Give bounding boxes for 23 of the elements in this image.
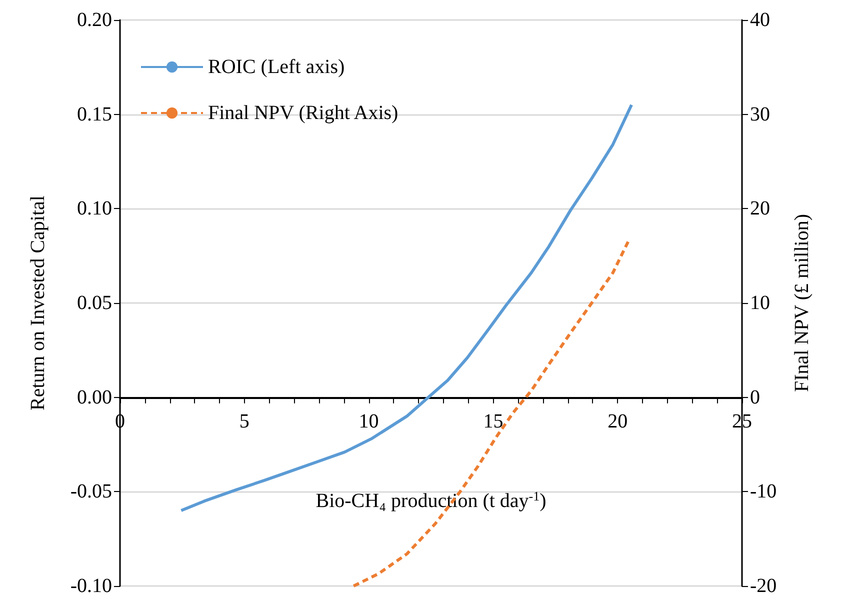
y-axis-title: Return on Invested Capital <box>27 195 49 410</box>
line-series <box>180 103 634 512</box>
x-tick-label: 20 <box>608 410 628 432</box>
x-tick-label: 5 <box>239 410 250 432</box>
legend-label: Final NPV (Right Axis) <box>208 102 398 124</box>
y2-tick-label: 0 <box>750 386 760 408</box>
y-tick-label: -0.10 <box>70 575 112 597</box>
y-tick-label: 0.05 <box>77 292 112 314</box>
y-tick-label: 0.10 <box>77 198 112 220</box>
x-tick-label: 15 <box>483 410 504 432</box>
y2-tick-label: -20 <box>750 575 777 597</box>
y2-tick-label: -10 <box>750 480 777 503</box>
x-tick-label: 10 <box>358 410 379 432</box>
legend-label: ROIC (Left axis) <box>208 56 345 78</box>
y2-tick-label: 30 <box>750 103 770 126</box>
y-tick-label: 0.00 <box>77 386 112 408</box>
y-tick-label: -0.05 <box>70 480 112 503</box>
y2-tick-label: 40 <box>750 9 770 31</box>
y2-axis-title: FInal NPV (£ million) <box>791 214 813 392</box>
y-tick-label: 0.20 <box>77 9 112 31</box>
y2-tick-label: 10 <box>750 292 770 314</box>
y-tick-label: 0.15 <box>77 103 112 126</box>
y2-tick-label: 20 <box>750 198 770 220</box>
